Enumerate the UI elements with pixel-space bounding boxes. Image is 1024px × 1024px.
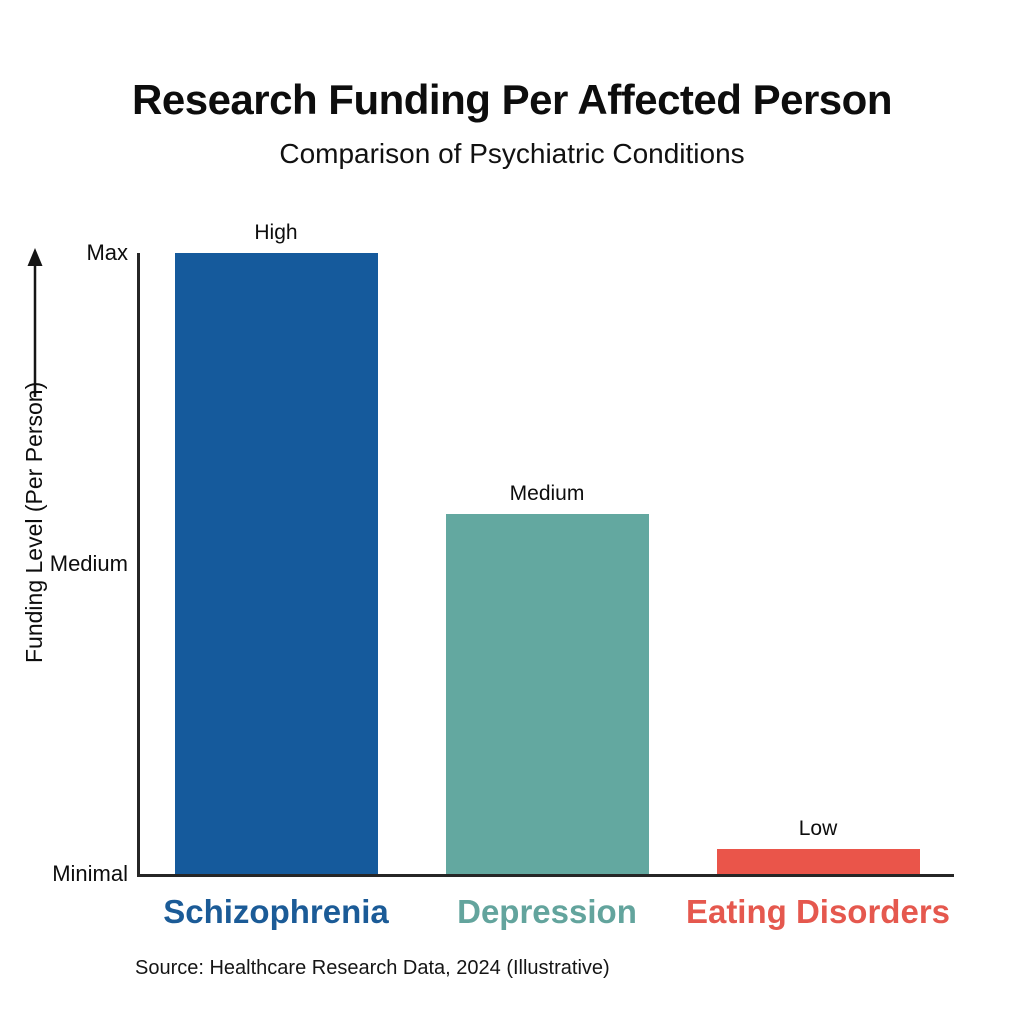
y-axis-arrow-icon <box>27 248 43 397</box>
y-axis-label: Funding Level (Per Person) <box>21 381 47 663</box>
y-tick-label: Minimal <box>52 861 128 886</box>
y-tick-label: Medium <box>49 550 128 576</box>
bar-value-label: Medium <box>509 481 585 505</box>
y-axis-line <box>137 253 140 876</box>
y-tick-label: Max <box>86 240 128 265</box>
chart-title: Research Funding Per Affected Person <box>132 76 892 123</box>
source-note: Source: Healthcare Research Data, 2024 (… <box>135 957 610 979</box>
bar-value-label: Low <box>798 817 838 841</box>
category-label-schizophrenia: Schizophrenia <box>163 893 389 930</box>
bar-value-label: High <box>254 221 298 244</box>
bar-eating-disorders <box>716 849 920 874</box>
chart-subtitle: Comparison of Psychiatric Conditions <box>279 138 745 169</box>
category-label-depression: Depression <box>457 893 637 930</box>
x-axis-baseline <box>137 874 954 877</box>
category-label-eating-disorders: Eating Disorders <box>685 893 951 930</box>
bar-schizophrenia <box>174 253 378 874</box>
bar-depression <box>445 513 649 874</box>
